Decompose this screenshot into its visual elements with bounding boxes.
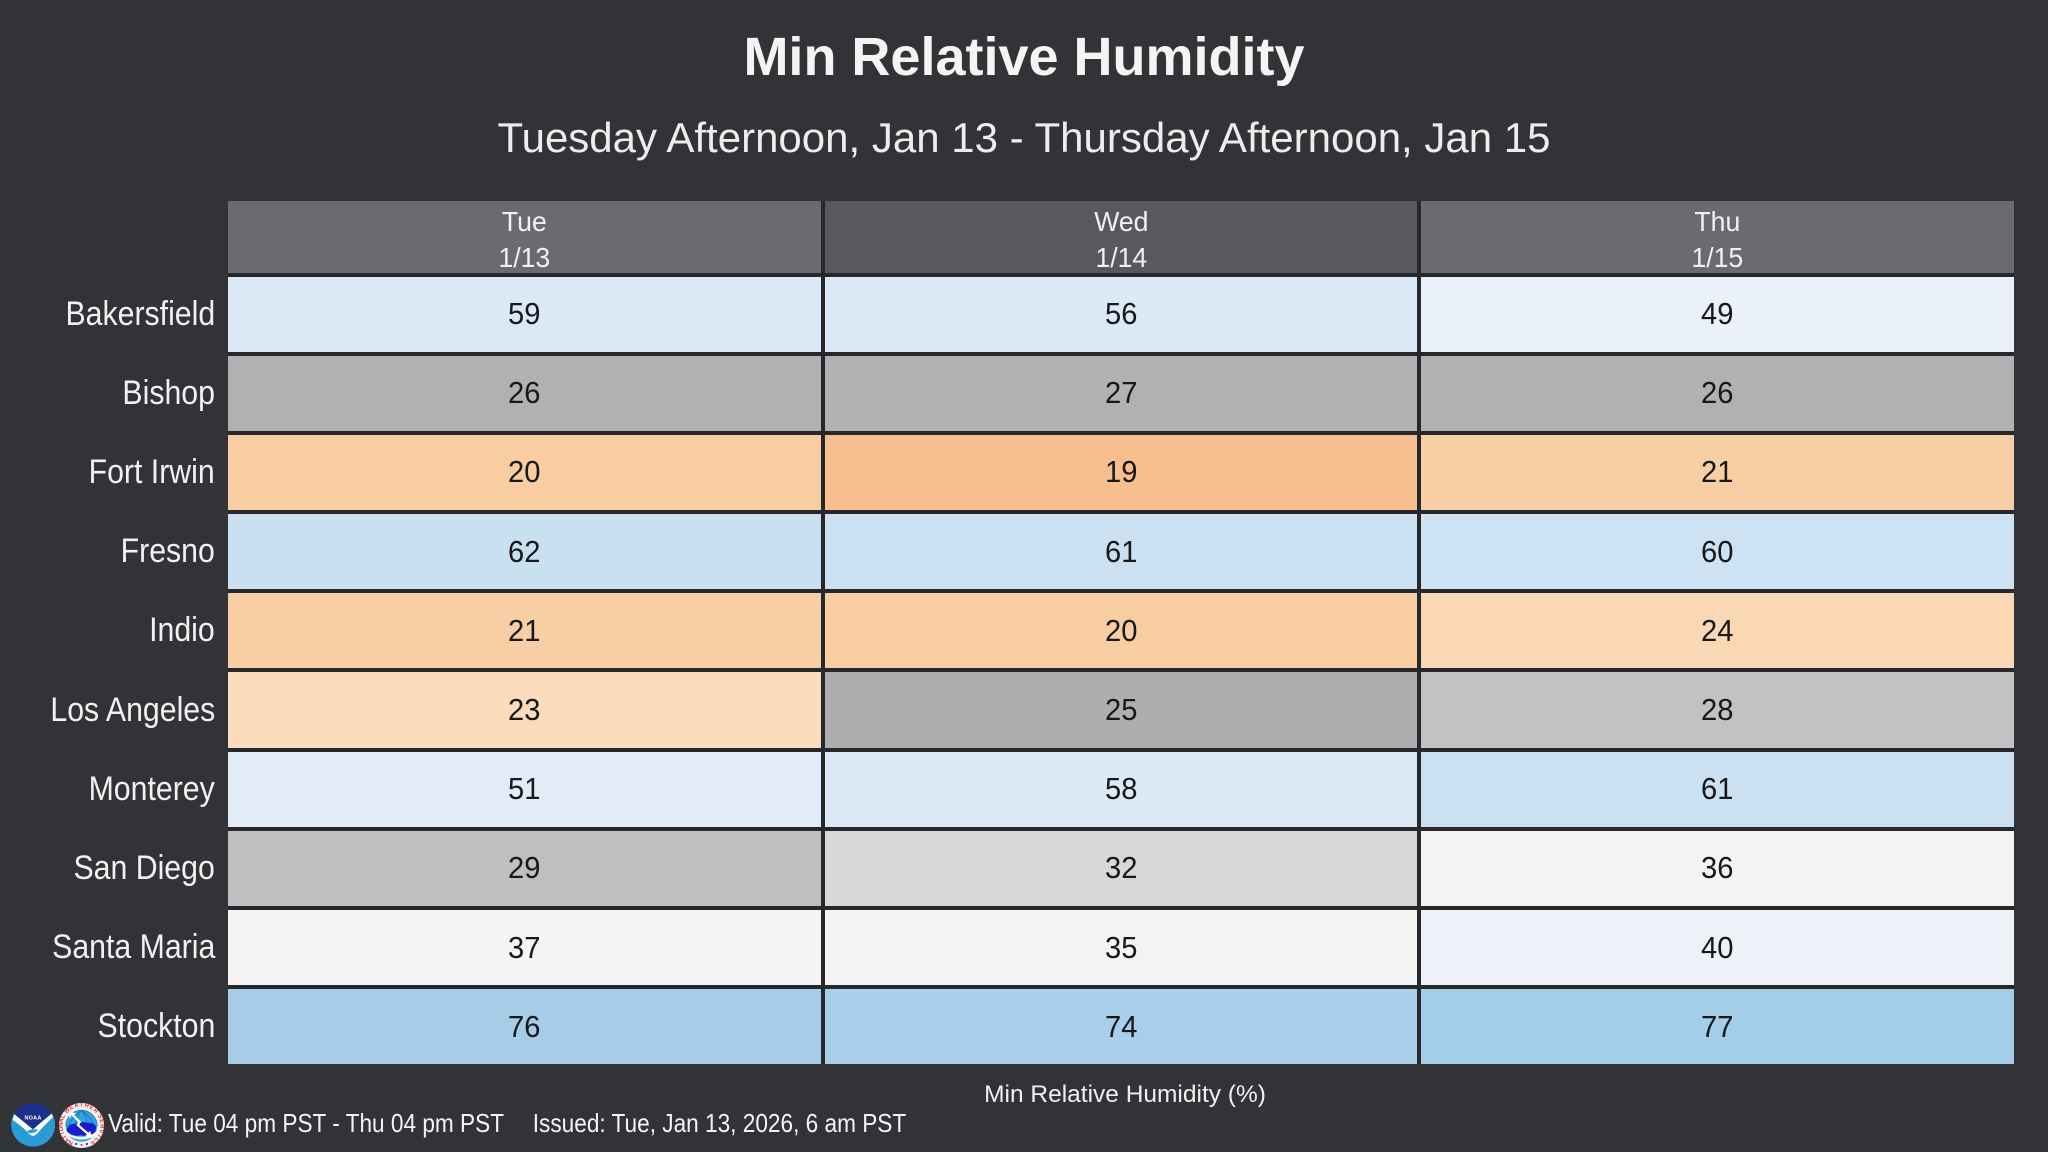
svg-text:I: I bbox=[60, 1131, 66, 1135]
svg-text:E: E bbox=[89, 1139, 96, 1146]
svg-text:T: T bbox=[61, 1133, 68, 1140]
svg-text:A: A bbox=[59, 1117, 66, 1123]
svg-text:N: N bbox=[68, 1139, 75, 1146]
svg-text:E: E bbox=[98, 1119, 104, 1124]
svg-text:L: L bbox=[60, 1113, 67, 1119]
svg-text:W: W bbox=[64, 1107, 72, 1115]
svg-text:E: E bbox=[69, 1105, 75, 1112]
svg-text:I: I bbox=[96, 1133, 102, 1138]
svg-text:NOAA: NOAA bbox=[24, 1115, 41, 1121]
svg-text:A: A bbox=[74, 1103, 80, 1110]
svg-text:S: S bbox=[96, 1114, 103, 1120]
svg-text:R: R bbox=[92, 1108, 100, 1116]
svg-text:V: V bbox=[97, 1128, 104, 1133]
svg-text:H: H bbox=[84, 1103, 90, 1110]
svg-text:O: O bbox=[59, 1126, 65, 1132]
svg-text:T: T bbox=[80, 1103, 84, 1109]
svg-text:N: N bbox=[59, 1123, 65, 1127]
svg-text:A: A bbox=[64, 1136, 72, 1144]
svg-text:E: E bbox=[88, 1105, 94, 1112]
svg-text:R: R bbox=[98, 1124, 104, 1129]
svg-text:C: C bbox=[92, 1136, 100, 1144]
